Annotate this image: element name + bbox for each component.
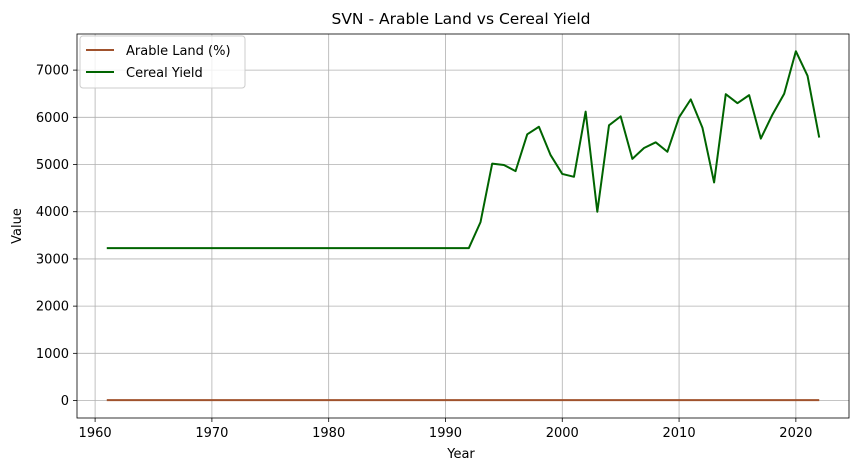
x-tick-label: 1980 [312, 426, 345, 441]
x-tick-label: 1970 [195, 426, 228, 441]
x-axis-label: Year [446, 447, 475, 462]
y-tick-label: 7000 [36, 64, 69, 79]
x-axis: 1960 1970 1980 1990 2000 2010 2020 [79, 418, 812, 441]
y-tick-label: 0 [61, 394, 69, 409]
x-tick-label: 1990 [429, 426, 462, 441]
legend-box [79, 35, 246, 89]
chart-title: SVN - Arable Land vs Cereal Yield [331, 10, 590, 28]
series-layer [106, 50, 821, 402]
legend-label-arable-land: Arable Land (%) [126, 44, 231, 59]
series-line-cereal-yield [106, 50, 821, 250]
x-tick-label: 1960 [79, 426, 112, 441]
legend-label-cereal-yield: Cereal Yield [126, 66, 203, 81]
y-tick-label: 5000 [36, 158, 69, 173]
y-tick-label: 4000 [36, 205, 69, 220]
plot-frame [76, 33, 850, 419]
y-tick-label: 1000 [36, 347, 69, 362]
legend: Arable Land (%) Cereal Yield [79, 35, 246, 89]
y-tick-label: 6000 [36, 111, 69, 126]
x-tick-label: 2020 [779, 426, 812, 441]
y-tick-label: 3000 [36, 252, 69, 267]
x-tick-label: 2010 [663, 426, 696, 441]
y-tick-label: 2000 [36, 300, 69, 315]
y-axis-label: Value [10, 208, 25, 244]
x-tick-label: 2000 [546, 426, 579, 441]
y-axis: 0 1000 2000 3000 4000 5000 6000 7000 [36, 64, 77, 409]
